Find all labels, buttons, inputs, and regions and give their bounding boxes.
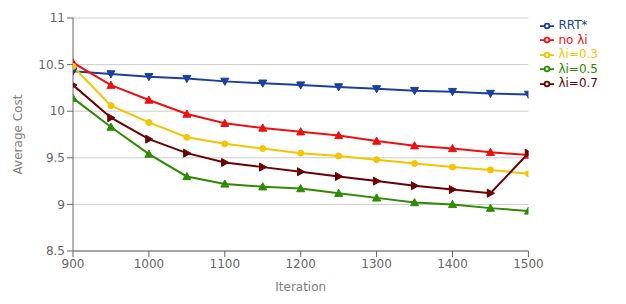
svg-text:1300: 1300	[361, 257, 392, 271]
html-text:RRT*: RRT*	[558, 18, 588, 32]
svg-text:9: 9	[57, 198, 65, 212]
svg-text:1500: 1500	[513, 257, 544, 271]
html-text:λi=0.5: λi=0.5	[558, 61, 598, 76]
svg-text:8.5: 8.5	[46, 244, 65, 258]
svg-text:Iteration: Iteration	[275, 280, 326, 294]
svg-text:1000: 1000	[134, 257, 165, 271]
html-text:λi=0.3: λi=0.3	[558, 47, 598, 61]
svg-text:10: 10	[50, 104, 65, 118]
html-text:λi=0.7: λi=0.7	[558, 76, 598, 90]
svg-text:1200: 1200	[285, 257, 316, 271]
svg-text:11: 11	[50, 11, 65, 25]
svg-text:10.5: 10.5	[38, 58, 65, 72]
svg-text:Average Cost: Average Cost	[11, 94, 25, 174]
svg-text:1100: 1100	[210, 257, 241, 271]
svg-text:1400: 1400	[437, 257, 468, 271]
svg-text:9.5: 9.5	[46, 151, 65, 165]
svg-text:900: 900	[62, 257, 85, 271]
html-text:no λi: no λi	[558, 32, 588, 47]
